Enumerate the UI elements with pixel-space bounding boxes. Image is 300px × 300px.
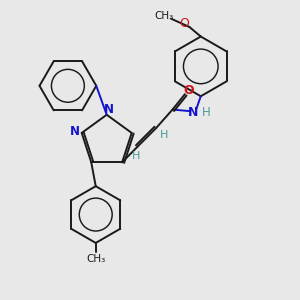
Text: CH₃: CH₃: [155, 11, 174, 21]
Text: H: H: [202, 106, 211, 119]
Text: N: N: [188, 106, 199, 119]
Text: N: N: [70, 125, 80, 138]
Text: N: N: [104, 103, 114, 116]
Text: H: H: [132, 151, 140, 161]
Text: H: H: [160, 130, 169, 140]
Text: O: O: [179, 17, 189, 30]
Text: O: O: [183, 84, 194, 97]
Text: CH₃: CH₃: [86, 254, 105, 264]
